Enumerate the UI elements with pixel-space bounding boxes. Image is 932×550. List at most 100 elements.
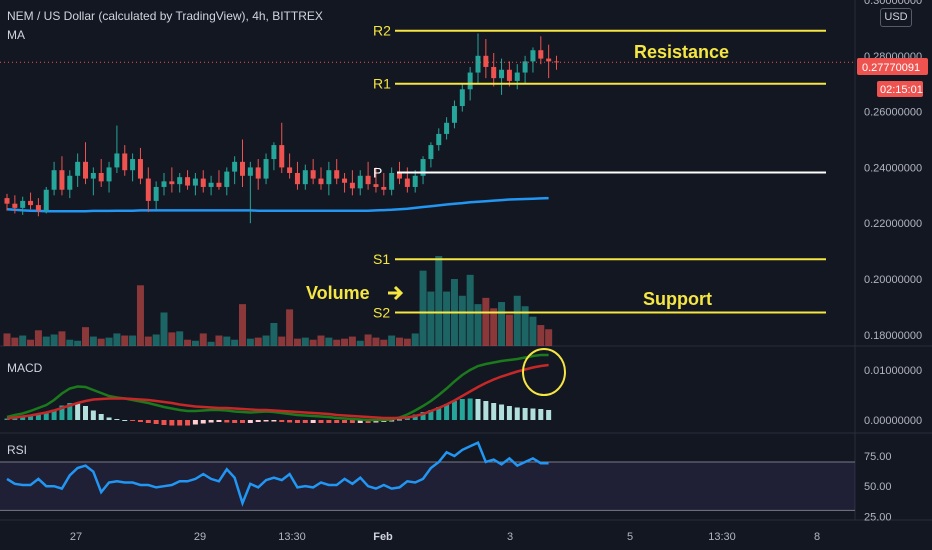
macd-histogram-bar xyxy=(467,398,473,420)
volume-bar xyxy=(97,338,105,346)
volume-bar xyxy=(293,338,301,346)
candle-body xyxy=(467,72,473,90)
ma-indicator-label[interactable]: MA xyxy=(7,28,25,42)
volume-bar xyxy=(34,330,42,346)
candle-body xyxy=(436,133,442,146)
volume-bar xyxy=(89,336,97,346)
macd-histogram-bar xyxy=(444,404,450,420)
candle-body xyxy=(279,145,285,168)
candle-body xyxy=(4,198,10,204)
macd-histogram-bar xyxy=(397,419,402,421)
candle-body xyxy=(83,161,88,179)
macd-histogram-bar xyxy=(145,420,151,423)
volume-bar xyxy=(3,333,11,346)
macd-histogram-bar xyxy=(106,417,112,420)
macd-histogram-bar xyxy=(51,409,57,420)
volume-bar xyxy=(325,337,333,346)
volume-bar xyxy=(364,334,372,346)
symbol-title: NEM / US Dollar (calculated by TradingVi… xyxy=(7,9,323,23)
macd-histogram-bar xyxy=(491,403,497,420)
macd-histogram-bar xyxy=(75,403,81,420)
volume-bar xyxy=(435,256,443,346)
last-price-text: 0.27770091 xyxy=(862,62,920,74)
volume-bar xyxy=(82,327,89,346)
price-axis-tick: 0.24000000 xyxy=(864,162,922,174)
volume-bar xyxy=(129,335,137,346)
volume-bar xyxy=(301,337,309,346)
volume-bar xyxy=(239,304,246,346)
macd-histogram-bar xyxy=(310,420,316,423)
macd-histogram-bar xyxy=(59,405,65,420)
candle-body xyxy=(287,167,293,173)
volume-bar xyxy=(278,336,286,346)
rsi-axis-tick: 75.00 xyxy=(864,451,892,463)
macd-histogram-bar xyxy=(279,420,285,422)
time-axis-tick: 13:30 xyxy=(708,531,736,543)
candle-body xyxy=(161,181,167,187)
candle-body xyxy=(177,177,183,185)
level-label-s1: S1 xyxy=(373,251,390,267)
candle-body xyxy=(247,167,253,176)
macd-histogram-bar xyxy=(192,420,198,425)
macd-histogram-bar xyxy=(83,406,88,420)
candle-body xyxy=(294,173,300,185)
macd-histogram-bar xyxy=(389,420,395,422)
macd-histogram-bar xyxy=(349,420,355,423)
candle-body xyxy=(35,205,41,211)
candle-body xyxy=(326,170,332,185)
candle-body xyxy=(459,89,465,107)
volume-bar xyxy=(372,337,380,346)
volume-bar xyxy=(521,306,529,346)
macd-histogram-bar xyxy=(4,418,10,420)
candle-body xyxy=(365,175,371,185)
macd-histogram-bar xyxy=(365,420,371,423)
candle-body xyxy=(302,170,308,185)
volume-bar xyxy=(411,333,419,346)
candle-body xyxy=(224,171,230,187)
volume-bar xyxy=(458,295,466,346)
candle-body xyxy=(318,178,324,185)
candle-body xyxy=(514,72,520,81)
candle-body xyxy=(499,69,505,79)
candle-body xyxy=(342,178,348,183)
currency-button[interactable]: USD xyxy=(880,8,912,27)
candle-body xyxy=(20,200,26,208)
macd-histogram-bar xyxy=(185,420,191,426)
macd-histogram-bar xyxy=(420,412,426,420)
candle-body xyxy=(334,170,340,179)
volume-bar xyxy=(262,335,270,346)
macd-histogram-bar xyxy=(263,420,269,422)
candle-body xyxy=(420,159,426,176)
macd-label: MACD xyxy=(7,361,43,375)
candle-body xyxy=(43,189,49,211)
candle-body xyxy=(98,173,104,182)
volume-bar xyxy=(356,340,364,346)
volume-bar xyxy=(27,339,35,346)
volume-bar xyxy=(136,285,144,346)
volume-bar xyxy=(160,312,168,346)
volume-bar xyxy=(121,335,129,346)
macd-axis-tick: 0.00000000 xyxy=(864,415,922,427)
macd-histogram-bar xyxy=(114,419,120,420)
last-price-badge xyxy=(857,58,928,75)
volume-bar xyxy=(191,340,199,346)
macd-histogram-bar xyxy=(451,401,457,420)
signal-line xyxy=(6,363,549,420)
volume-bar xyxy=(246,338,254,346)
macd-histogram-bar xyxy=(122,420,128,421)
volume-bar xyxy=(42,336,50,346)
candle-body xyxy=(546,58,552,62)
volume-bar xyxy=(388,335,396,346)
candle-body xyxy=(271,145,277,160)
macd-histogram-bar xyxy=(137,420,143,422)
macd-histogram-bar xyxy=(459,399,465,420)
macd-axis-tick: 0.01000000 xyxy=(864,365,922,377)
candle-body xyxy=(444,122,450,134)
volume-bar xyxy=(286,309,294,346)
time-axis-background xyxy=(0,521,932,550)
rsi-band-fill xyxy=(0,462,855,511)
candle-body xyxy=(12,203,18,208)
macd-histogram-bar xyxy=(20,417,26,420)
